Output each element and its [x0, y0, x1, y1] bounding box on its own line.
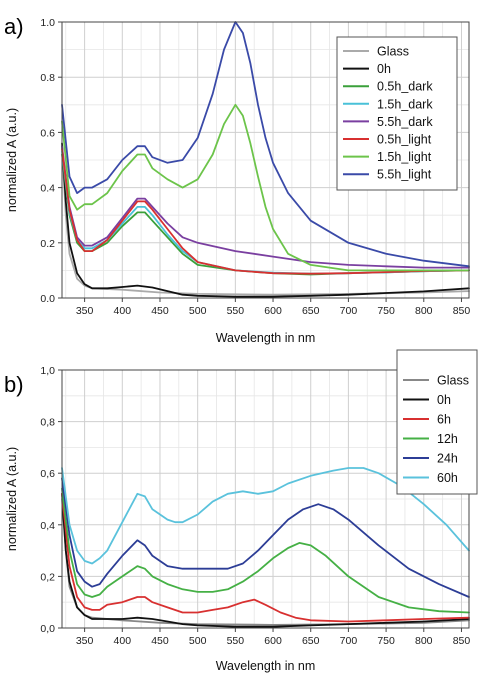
chart-b-legend-entry: 0h [437, 393, 451, 407]
chart-a-x-tick-label: 850 [453, 305, 471, 317]
chart-a-series-1-5h-light [61, 103, 470, 272]
chart-a-y-tick-label: 0.2 [40, 238, 55, 250]
chart-b-x-tick-label: 400 [114, 635, 132, 647]
chart-b-legend: Glass 0h 6h 12h 24h 60h [396, 349, 478, 495]
chart-a-legend-entry: 0.5h_light [377, 133, 432, 147]
chart-a-x-axis-label: Wavelength in nm [216, 331, 316, 345]
chart-a-x-tick-label: 650 [302, 305, 320, 317]
chart-a-y-tick-label: 0.4 [40, 183, 55, 195]
chart-b-x-tick-label: 700 [340, 635, 358, 647]
chart-a-legend: Glass 0h 0.5h_dark 1.5h_dark 5.5h_dark 0.5h_l… [336, 36, 458, 191]
chart-a-series-5-5h-light [61, 21, 470, 268]
chart-a-y-tick-label: 0.6 [40, 127, 55, 139]
chart-b-x-tick-label: 850 [453, 635, 471, 647]
chart-a-y-axis-label: normalized A (a.u.) [5, 108, 19, 212]
chart-b-legend-entry: 6h [437, 413, 451, 427]
chart-b-x-tick-label: 650 [302, 635, 320, 647]
chart-a-legend-entry: 1.5h_dark [377, 97, 433, 111]
chart-a-legend-entry: 5.5h_dark [377, 115, 433, 129]
chart-b-x-tick-label: 800 [415, 635, 433, 647]
chart-b-series-12h [61, 487, 470, 614]
chart-a-legend-entry: 5.5h_light [377, 168, 432, 182]
chart-a-legend-entry: 0.5h_dark [377, 80, 433, 94]
chart-a-y-tick-label: 1.0 [40, 17, 55, 29]
chart-b-y-axis-label: normalized A (a.u.) [5, 447, 19, 551]
chart-a-axes-frame [61, 21, 470, 299]
chart-a-legend-box [336, 36, 458, 191]
chart-a-series-0-5h-light [61, 148, 470, 275]
chart-a-panel-label: a) [4, 14, 24, 39]
chart-b-legend-entry: 12h [437, 432, 458, 446]
chart-b-y-tick-label: 1,0 [40, 365, 55, 377]
chart-b-y-tick-label: 0,2 [40, 571, 55, 583]
chart-b-panel-label: b) [4, 372, 24, 397]
chart-a-x-tick-label: 700 [340, 305, 358, 317]
chart-b-x-tick-label: 600 [264, 635, 282, 647]
chart-a-y-tick-label: 0.8 [40, 72, 55, 84]
chart-b-series-0h [61, 492, 470, 628]
chart-b-y-tick-label: 0,6 [40, 468, 55, 480]
chart-a-x-tick-label: 800 [415, 305, 433, 317]
chart-b-x-axis-label: Wavelength in nm [216, 659, 316, 673]
chart-b-x-tick-label: 750 [377, 635, 395, 647]
chart-b-x-tick-label: 500 [189, 635, 207, 647]
chart-b-series-6h [61, 492, 470, 623]
chart-a-x-tick-label: 500 [189, 305, 207, 317]
chart-panel-a: a) 350 400 450 500 550 600 650 700 750 800 850 0.0 0.… [4, 14, 470, 345]
chart-b-legend-box [396, 349, 478, 495]
chart-b-series-24h [61, 477, 470, 598]
chart-a-x-tick-label: 450 [151, 305, 169, 317]
chart-panel-b: b) 350 400 450 500 550 600 650 700 750 800 850 0,0 0,… [4, 349, 478, 673]
chart-b-y-tick-label: 0,8 [40, 417, 55, 429]
chart-a-legend-entry: 1.5h_light [377, 150, 432, 164]
chart-a-series-5-5h-dark [61, 145, 470, 269]
chart-b-x-tick-label: 550 [227, 635, 245, 647]
chart-b-x-tick-label: 350 [76, 635, 94, 647]
chart-a-x-tick-label: 600 [264, 305, 282, 317]
chart-a-x-tick-label: 550 [227, 305, 245, 317]
chart-a-legend-entry: 0h [377, 62, 391, 76]
chart-b-legend-entry: Glass [437, 374, 469, 388]
chart-b-legend-entry: 24h [437, 452, 458, 466]
chart-b-x-tick-label: 450 [151, 635, 169, 647]
chart-b-y-tick-label: 0,0 [40, 623, 55, 635]
chart-a-y-tick-label: 0.0 [40, 293, 55, 305]
chart-b-y-tick-label: 0,4 [40, 520, 55, 532]
chart-b-series-60h [61, 467, 470, 565]
chart-b-axes-frame [61, 369, 470, 629]
chart-a-x-tick-label: 350 [76, 305, 94, 317]
chart-a-legend-entry: Glass [377, 45, 409, 59]
chart-a-x-tick-label: 400 [114, 305, 132, 317]
chart-b-legend-entry: 60h [437, 471, 458, 485]
chart-a-x-tick-label: 750 [377, 305, 395, 317]
chart-a-series-0h [61, 142, 470, 298]
